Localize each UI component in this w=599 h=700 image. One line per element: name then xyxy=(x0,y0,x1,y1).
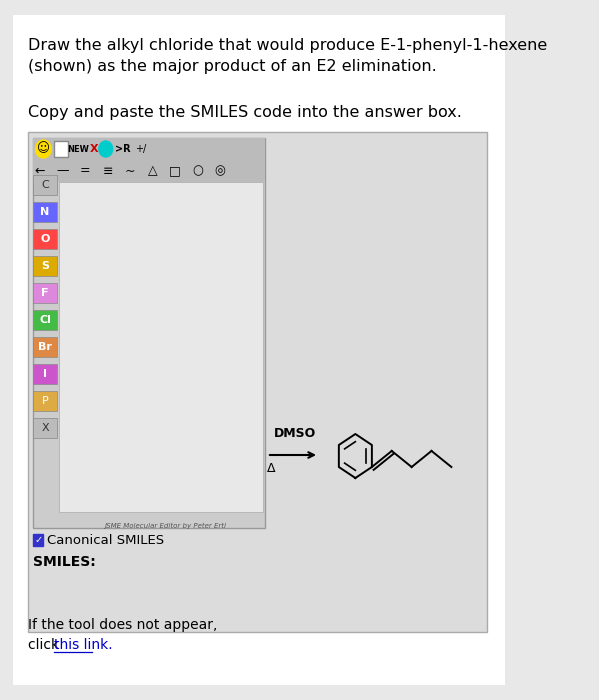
Bar xyxy=(33,391,58,411)
Text: ☺: ☺ xyxy=(37,143,50,155)
Text: △: △ xyxy=(148,164,158,178)
Text: P: P xyxy=(42,396,49,406)
Text: Copy and paste the SMILES code into the answer box.: Copy and paste the SMILES code into the … xyxy=(28,105,462,120)
Bar xyxy=(33,138,265,528)
Bar xyxy=(33,202,58,222)
Text: ≡: ≡ xyxy=(102,164,113,178)
Text: C: C xyxy=(41,180,49,190)
Bar xyxy=(33,283,58,303)
Bar xyxy=(33,534,43,546)
Bar xyxy=(33,310,58,330)
Text: Draw the alkyl chloride that would produce E-1-phenyl-1-hexene
(shown) as the ma: Draw the alkyl chloride that would produ… xyxy=(28,38,547,74)
Text: F: F xyxy=(41,288,49,298)
Bar xyxy=(54,141,68,157)
Bar xyxy=(33,160,265,182)
Text: Δ: Δ xyxy=(267,462,276,475)
Bar xyxy=(33,337,58,357)
Text: DMSO: DMSO xyxy=(274,427,316,440)
Text: +/: +/ xyxy=(135,144,146,154)
Bar xyxy=(28,132,487,632)
Bar xyxy=(33,256,58,276)
Text: NEW: NEW xyxy=(67,144,89,153)
Text: ←: ← xyxy=(35,164,45,178)
Circle shape xyxy=(99,141,113,157)
Text: ~: ~ xyxy=(125,164,135,178)
Text: N: N xyxy=(41,207,50,217)
Text: X: X xyxy=(41,423,49,433)
Bar xyxy=(33,175,58,195)
Text: Br: Br xyxy=(38,342,52,352)
Bar xyxy=(33,229,58,249)
Text: If the tool does not appear,: If the tool does not appear, xyxy=(28,618,217,632)
Text: this link.: this link. xyxy=(54,638,113,652)
Text: —: — xyxy=(56,164,69,178)
Text: O: O xyxy=(40,234,50,244)
Text: Canonical SMILES: Canonical SMILES xyxy=(47,533,164,547)
Text: I: I xyxy=(43,369,47,379)
Text: ◎: ◎ xyxy=(214,164,226,178)
Bar xyxy=(33,418,58,438)
Text: =: = xyxy=(80,164,90,178)
Text: ✓: ✓ xyxy=(34,535,42,545)
Bar xyxy=(33,138,265,160)
Text: JSME Molecular Editor by Peter Ertl: JSME Molecular Editor by Peter Ertl xyxy=(104,523,226,529)
Text: click: click xyxy=(28,638,63,652)
Text: X: X xyxy=(89,144,98,154)
Text: □: □ xyxy=(169,164,181,178)
Text: Cl: Cl xyxy=(39,315,51,325)
Text: >R: >R xyxy=(115,144,131,154)
Text: SMILES:: SMILES: xyxy=(33,555,96,569)
Text: ○: ○ xyxy=(192,164,203,178)
Text: S: S xyxy=(41,261,49,271)
Circle shape xyxy=(35,140,51,158)
Bar xyxy=(33,364,58,384)
Bar xyxy=(59,182,264,512)
